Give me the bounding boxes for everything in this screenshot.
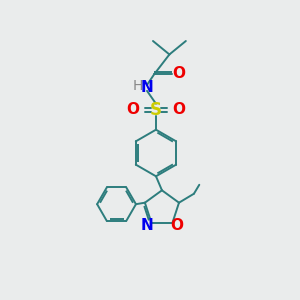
Text: S: S bbox=[150, 101, 162, 119]
Text: N: N bbox=[141, 218, 153, 232]
Text: H: H bbox=[132, 79, 142, 93]
Text: O: O bbox=[127, 102, 140, 117]
Text: O: O bbox=[172, 102, 185, 117]
Text: O: O bbox=[170, 218, 184, 232]
Text: O: O bbox=[172, 66, 185, 81]
Text: N: N bbox=[141, 80, 153, 95]
